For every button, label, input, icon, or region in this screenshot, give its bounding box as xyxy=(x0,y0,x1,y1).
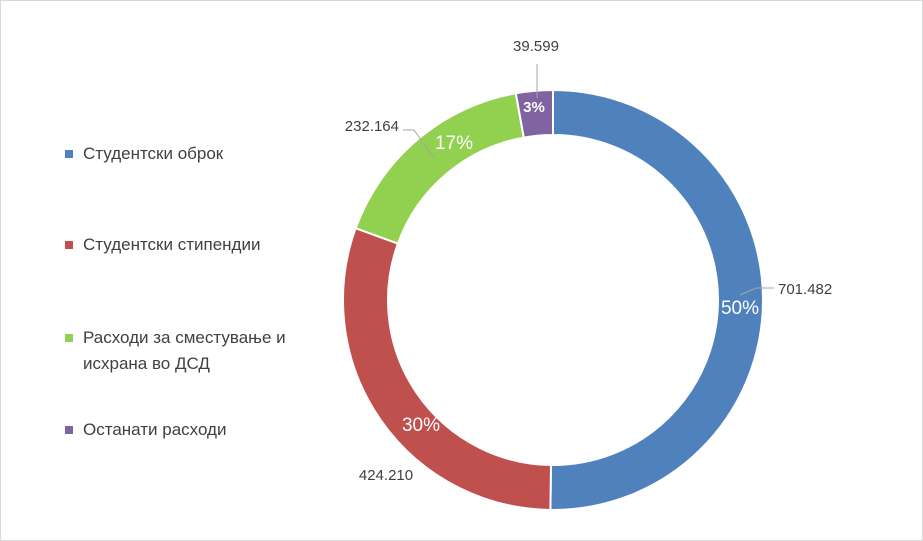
leader-line-student-meal xyxy=(739,287,774,296)
value-label-student-meal: 701.482 xyxy=(778,281,832,298)
legend-swatch xyxy=(65,241,73,249)
percent-label-other-expenses: 3% xyxy=(523,99,545,116)
percent-label-accommodation: 17% xyxy=(435,133,473,154)
value-label-accommodation: 232.164 xyxy=(345,118,399,135)
legend-label: Расходи за сместување и исхрана во ДСД xyxy=(83,328,286,373)
slice-student-meal xyxy=(549,88,764,511)
legend-swatch xyxy=(65,334,73,342)
value-label-student-scholarships: 424.210 xyxy=(359,467,413,484)
slice-accommodation xyxy=(354,92,525,245)
legend-label: Студентски стипендии xyxy=(83,235,261,254)
percent-label-student-scholarships: 30% xyxy=(402,415,440,436)
legend-label: Останати расходи xyxy=(83,420,227,439)
percent-label-student-meal: 50% xyxy=(721,298,759,319)
legend-label: Студентски оброк xyxy=(83,144,224,163)
slice-other-expenses xyxy=(514,88,554,139)
value-label-other-expenses: 39.599 xyxy=(513,38,559,55)
legend-swatch xyxy=(65,426,73,434)
leader-line-accommodation xyxy=(403,129,435,159)
legend-swatch xyxy=(65,150,73,158)
